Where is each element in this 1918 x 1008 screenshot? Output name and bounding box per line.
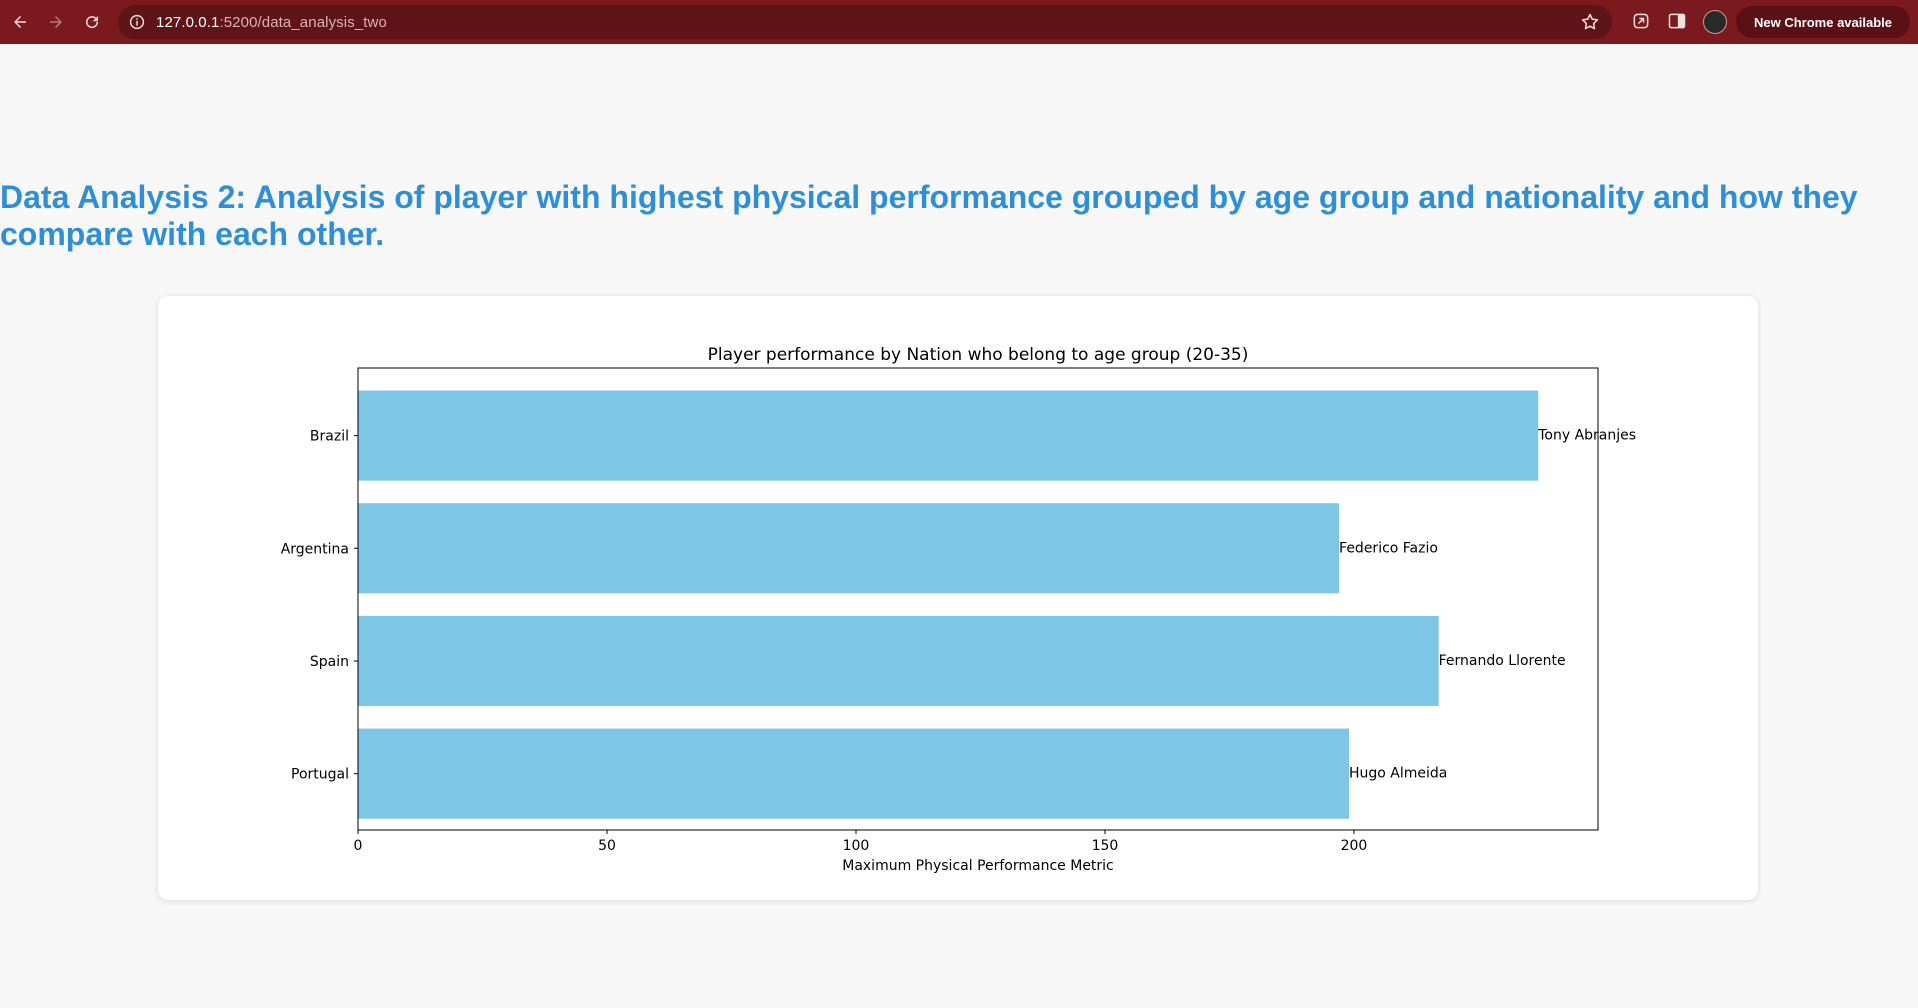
- y-tick-label: Argentina: [281, 541, 349, 557]
- page-title: Data Analysis 2: Analysis of player with…: [0, 179, 1858, 252]
- bar-label: Tony Abranjes: [1537, 428, 1636, 444]
- bar-label: Federico Fazio: [1339, 540, 1438, 556]
- x-tick-label: 0: [354, 838, 363, 854]
- bar-chart: Player performance by Nation who belong …: [281, 345, 1636, 874]
- back-button[interactable]: [2, 4, 38, 40]
- chart-title: Player performance by Nation who belong …: [708, 345, 1249, 365]
- url-path: :5200/data_analysis_two: [219, 13, 387, 31]
- x-tick-label: 150: [1092, 838, 1119, 854]
- arrow-right-icon: [50, 16, 62, 28]
- x-axis-label: Maximum Physical Performance Metric: [842, 858, 1114, 874]
- chart-card: Player performance by Nation who belong …: [158, 296, 1758, 900]
- reload-button[interactable]: [74, 4, 110, 40]
- new-chrome-available-button[interactable]: New Chrome available: [1736, 6, 1910, 38]
- forward-button[interactable]: [38, 4, 74, 40]
- bar-label: Hugo Almeida: [1349, 766, 1447, 782]
- bookmark-star-icon[interactable]: [1580, 12, 1600, 32]
- browser-toolbar: 127.0.0.1:5200/data_analysis_two New Chr…: [0, 0, 1918, 44]
- x-tick-label: 100: [843, 838, 870, 854]
- y-tick-label: Brazil: [310, 429, 349, 445]
- url-host: 127.0.0.1: [156, 13, 220, 31]
- side-panel-icon[interactable]: [1666, 10, 1688, 32]
- extension-icon[interactable]: [1630, 10, 1652, 32]
- x-tick-label: 50: [598, 838, 616, 854]
- y-tick-label: Portugal: [291, 767, 349, 783]
- bar-argentina: [358, 503, 1340, 594]
- plot-frame: [357, 367, 1599, 831]
- bar-portugal: [358, 728, 1350, 819]
- site-info-icon[interactable]: [128, 13, 146, 31]
- url-text: 127.0.0.1:5200/data_analysis_two: [156, 14, 387, 31]
- bar-label: Fernando Llorente: [1439, 653, 1566, 669]
- reload-icon: [86, 16, 99, 29]
- y-tick-label: Spain: [310, 654, 349, 670]
- bar-spain: [358, 615, 1439, 707]
- bar-brazil: [358, 390, 1539, 481]
- x-tick-label: 200: [1341, 838, 1368, 854]
- profile-avatar[interactable]: [1703, 10, 1727, 34]
- address-bar[interactable]: 127.0.0.1:5200/data_analysis_two: [118, 5, 1612, 39]
- arrow-left-icon: [14, 16, 26, 28]
